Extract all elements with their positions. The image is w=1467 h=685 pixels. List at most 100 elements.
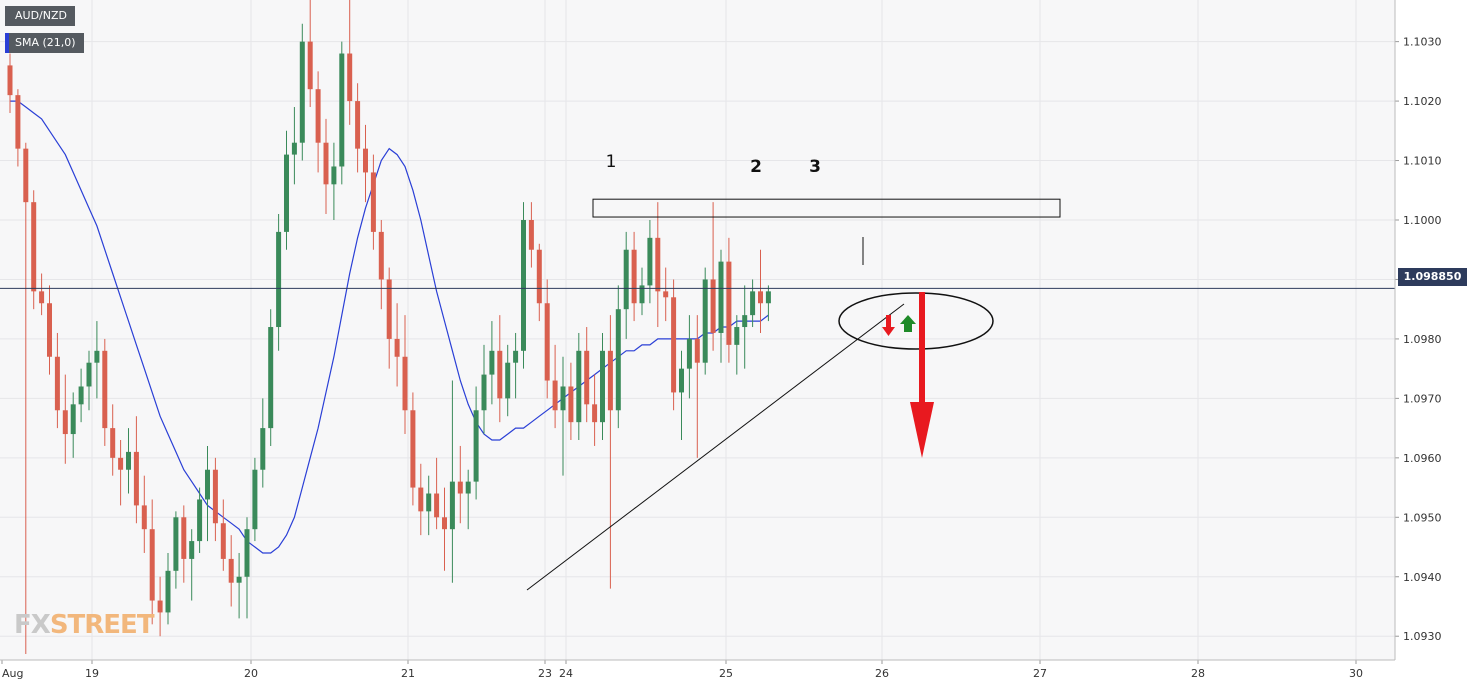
candle-body-77 — [615, 309, 621, 411]
candle-71 — [568, 362, 574, 440]
candle-35 — [284, 130, 289, 250]
candle-83 — [663, 267, 669, 322]
candle-73 — [584, 327, 590, 423]
candle-body-68 — [544, 303, 550, 381]
candle-body-54 — [434, 493, 440, 518]
legend-pair-marker — [5, 6, 9, 26]
candle-8 — [70, 392, 76, 458]
logo-street: STREET — [49, 610, 155, 640]
focus-ellipse — [838, 292, 994, 350]
peak-label-3: 3 — [809, 157, 821, 177]
candle-body-26 — [212, 469, 218, 524]
candle-23 — [189, 529, 195, 601]
candle-body-50 — [402, 356, 408, 411]
candle-body-55 — [442, 517, 447, 530]
x-tick-label-7: 26 — [875, 667, 889, 680]
candle-0 — [7, 53, 13, 113]
candle-body-67 — [536, 249, 542, 304]
candle-27 — [220, 499, 226, 571]
candle-75 — [600, 332, 605, 440]
candle-51 — [410, 392, 416, 506]
candle-body-34 — [276, 231, 282, 328]
candle-body-27 — [220, 523, 226, 559]
candle-76 — [607, 315, 613, 589]
candle-body-56 — [449, 481, 455, 530]
candle-body-38 — [307, 41, 313, 90]
candle-body-79 — [631, 249, 637, 304]
candle-body-12 — [102, 350, 108, 429]
legend-sma-marker — [5, 33, 9, 53]
candle-body-16 — [133, 451, 139, 506]
candle-55 — [442, 487, 447, 571]
candle-54 — [434, 457, 440, 530]
candle-58 — [465, 469, 471, 530]
candle-63 — [505, 344, 511, 417]
candle-81 — [647, 220, 653, 304]
candle-89 — [710, 202, 716, 351]
candle-2 — [23, 142, 29, 655]
candle-body-53 — [426, 493, 432, 512]
candle-body-24 — [197, 499, 203, 542]
candle-87 — [694, 315, 700, 458]
candle-4 — [39, 273, 45, 316]
candle-body-6 — [54, 356, 60, 411]
candle-body-36 — [291, 142, 297, 155]
candle-body-88 — [702, 279, 708, 363]
candle-body-22 — [181, 517, 187, 559]
candle-body-47 — [378, 231, 384, 280]
candle-body-70 — [560, 386, 566, 411]
candle-30 — [244, 517, 250, 619]
y-tick-label-9: 1.1020 — [1403, 95, 1442, 108]
y-tick-label-5: 1.0980 — [1403, 333, 1442, 346]
candle-body-51 — [410, 410, 416, 488]
candle-95 — [758, 249, 763, 333]
candle-body-84 — [671, 297, 677, 393]
candle-74 — [592, 374, 598, 446]
candle-16 — [133, 416, 139, 524]
candle-body-48 — [386, 279, 392, 339]
candle-32 — [260, 398, 266, 488]
candle-body-13 — [110, 428, 116, 458]
candle-12 — [102, 338, 108, 446]
peak-label-2: 2 — [750, 157, 762, 177]
candle-body-92 — [734, 327, 740, 345]
candle-body-0 — [7, 65, 13, 96]
candle-body-39 — [315, 89, 321, 143]
candle-body-19 — [157, 600, 163, 613]
candle-37 — [299, 23, 305, 161]
candle-body-31 — [252, 469, 258, 530]
candle-36 — [291, 107, 297, 185]
candle-15 — [126, 428, 131, 494]
ascending-trendline — [526, 303, 905, 591]
candle-28 — [228, 535, 234, 607]
candle-body-21 — [173, 517, 179, 571]
candle-25 — [205, 445, 210, 542]
candle-90 — [718, 249, 724, 363]
candle-93 — [742, 285, 748, 369]
candle-5 — [47, 285, 52, 375]
candle-body-80 — [639, 285, 645, 304]
candle-44 — [355, 83, 361, 173]
candle-22 — [181, 505, 187, 583]
candle-body-4 — [39, 291, 45, 304]
candle-60 — [481, 344, 487, 435]
candle-body-28 — [228, 558, 234, 583]
legend-sma: SMA (21,0) — [5, 33, 84, 53]
candle-body-29 — [236, 576, 242, 583]
candle-85 — [679, 350, 684, 440]
candle-body-52 — [418, 487, 424, 512]
candle-body-60 — [481, 374, 487, 411]
candles-series — [7, 0, 771, 655]
candle-56 — [449, 380, 455, 583]
candle-body-1 — [15, 95, 21, 149]
candle-body-94 — [750, 291, 756, 316]
candle-64 — [513, 332, 519, 399]
candle-13 — [110, 404, 116, 476]
candle-body-41 — [331, 166, 337, 185]
y-tick-label-0: 1.0930 — [1403, 630, 1442, 643]
candle-body-43 — [347, 53, 353, 102]
candle-body-44 — [355, 101, 361, 149]
legend-pair: AUD/NZD — [5, 6, 75, 26]
candle-body-30 — [244, 529, 250, 577]
